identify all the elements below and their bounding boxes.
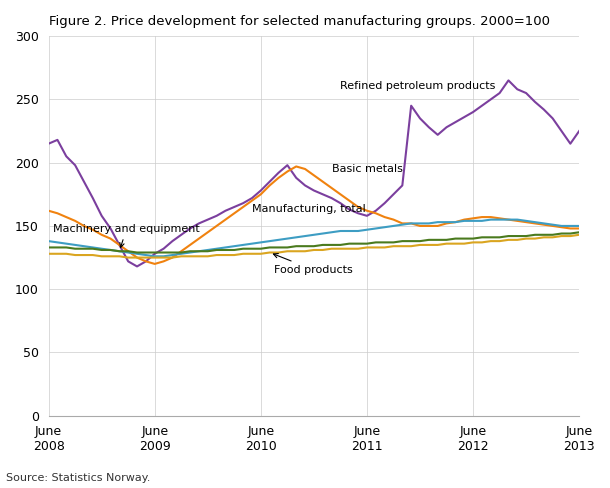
Text: Basic metals: Basic metals bbox=[332, 163, 403, 174]
Text: Machinery and equipment: Machinery and equipment bbox=[53, 224, 199, 247]
Text: Source: Statistics Norway.: Source: Statistics Norway. bbox=[6, 473, 151, 483]
Text: Figure 2. Price development for selected manufacturing groups. 2000=100: Figure 2. Price development for selected… bbox=[49, 15, 550, 28]
Text: Manufacturing, total: Manufacturing, total bbox=[252, 204, 366, 214]
Text: Refined petroleum products: Refined petroleum products bbox=[340, 81, 496, 91]
Text: Food products: Food products bbox=[273, 254, 353, 275]
